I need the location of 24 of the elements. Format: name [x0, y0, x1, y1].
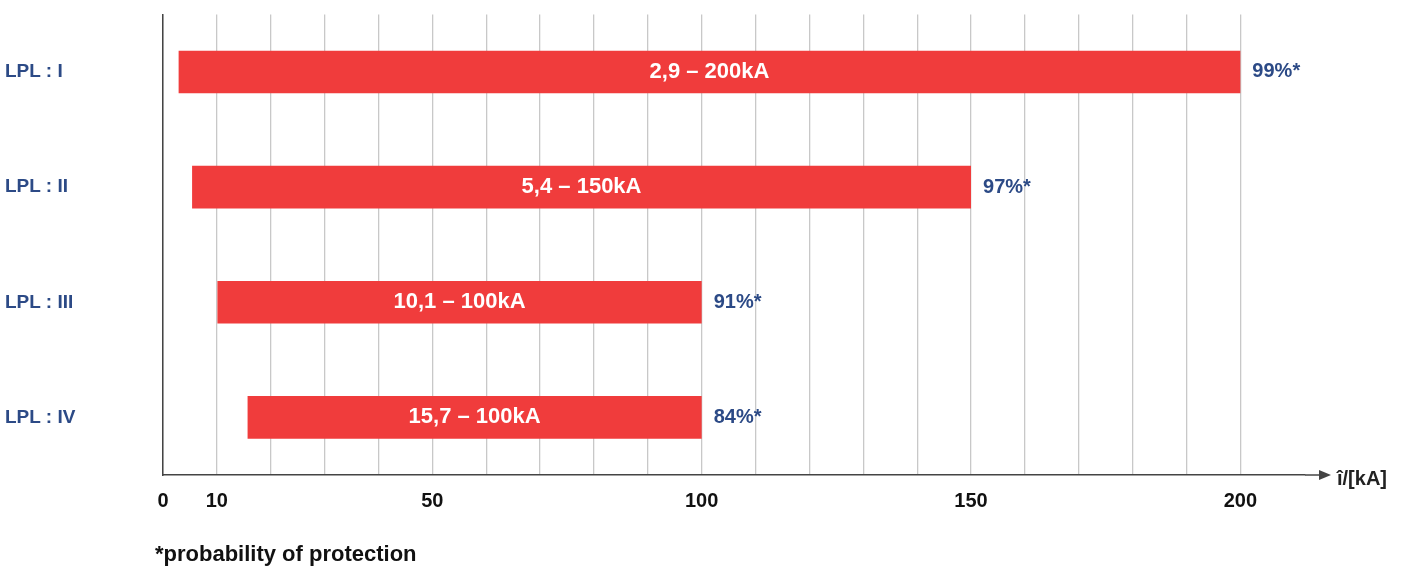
x-tick-label: 0 — [157, 488, 169, 511]
annotation: 91%* — [713, 289, 762, 312]
bar — [247, 396, 702, 439]
bar — [178, 50, 1241, 94]
y-tick-label: LPL : IV — [5, 405, 76, 427]
bar — [192, 165, 972, 209]
y-tick-label: LPL : III — [5, 290, 74, 312]
x-axis-title: î/[kA] — [1336, 466, 1387, 489]
x-tick-label: 200 — [1223, 488, 1258, 511]
text: *probability of protection — [155, 541, 417, 567]
annotation: 84%* — [713, 404, 762, 427]
annotation: 5,4 – 150kA — [521, 173, 642, 199]
annotation: 15,7 – 100kA — [408, 403, 541, 429]
annotation: 2,9 – 200kA — [649, 58, 770, 84]
y-tick-label: LPL : I — [5, 60, 63, 82]
x-tick-label: 100 — [684, 488, 719, 511]
x-tick-label: 10 — [205, 488, 228, 511]
x-tick-label: 150 — [954, 488, 988, 511]
annotation: 97%* — [983, 174, 1032, 197]
x-tick-label: 50 — [421, 488, 444, 511]
annotation: 10,1 – 100kA — [393, 288, 526, 314]
y-tick-label: LPL : II — [5, 175, 68, 197]
annotation: 99%* — [1252, 59, 1301, 82]
bar — [217, 280, 702, 324]
